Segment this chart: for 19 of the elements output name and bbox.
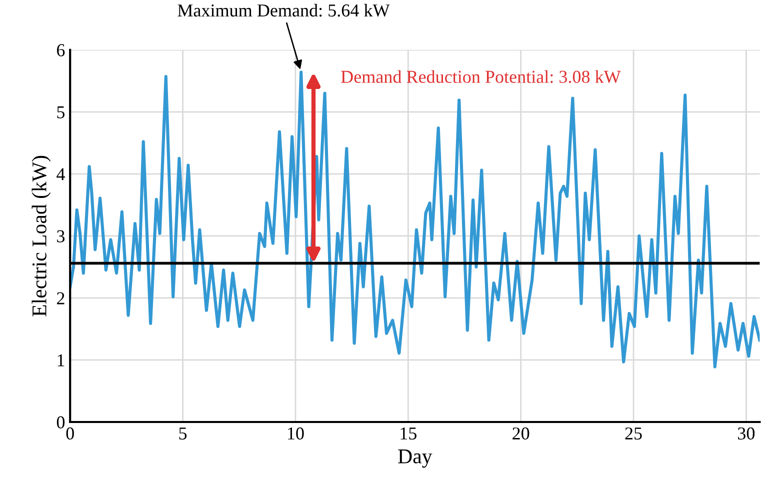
x-tick-label: 20 [512, 427, 530, 440]
y-tick-label: 5 [57, 106, 65, 118]
x-tick-label: 0 [66, 427, 74, 440]
annotation: Demand Reduction Potential: 3.08 kW [341, 70, 621, 84]
annotation: Maximum Demand: 5.64 kW [178, 4, 390, 17]
y-tick-label: 3 [57, 230, 65, 242]
y-axis-title: Electric Load (kW) [32, 156, 51, 316]
y-tick-label: 2 [57, 292, 64, 304]
x-tick-label: 30 [738, 427, 755, 440]
y-tick-label: 1 [58, 354, 64, 366]
x-tick-label: 5 [179, 428, 187, 440]
line-series [70, 70, 760, 368]
y-tick-label: 6 [56, 44, 65, 56]
x-tick-label: 25 [625, 427, 642, 440]
x-tick-label: 10 [288, 427, 304, 440]
y-tick-label: 0 [56, 416, 65, 428]
y-tick-label: 4 [56, 168, 65, 180]
x-tick-label: 15 [400, 427, 416, 440]
x-axis-title: Day [398, 450, 432, 468]
